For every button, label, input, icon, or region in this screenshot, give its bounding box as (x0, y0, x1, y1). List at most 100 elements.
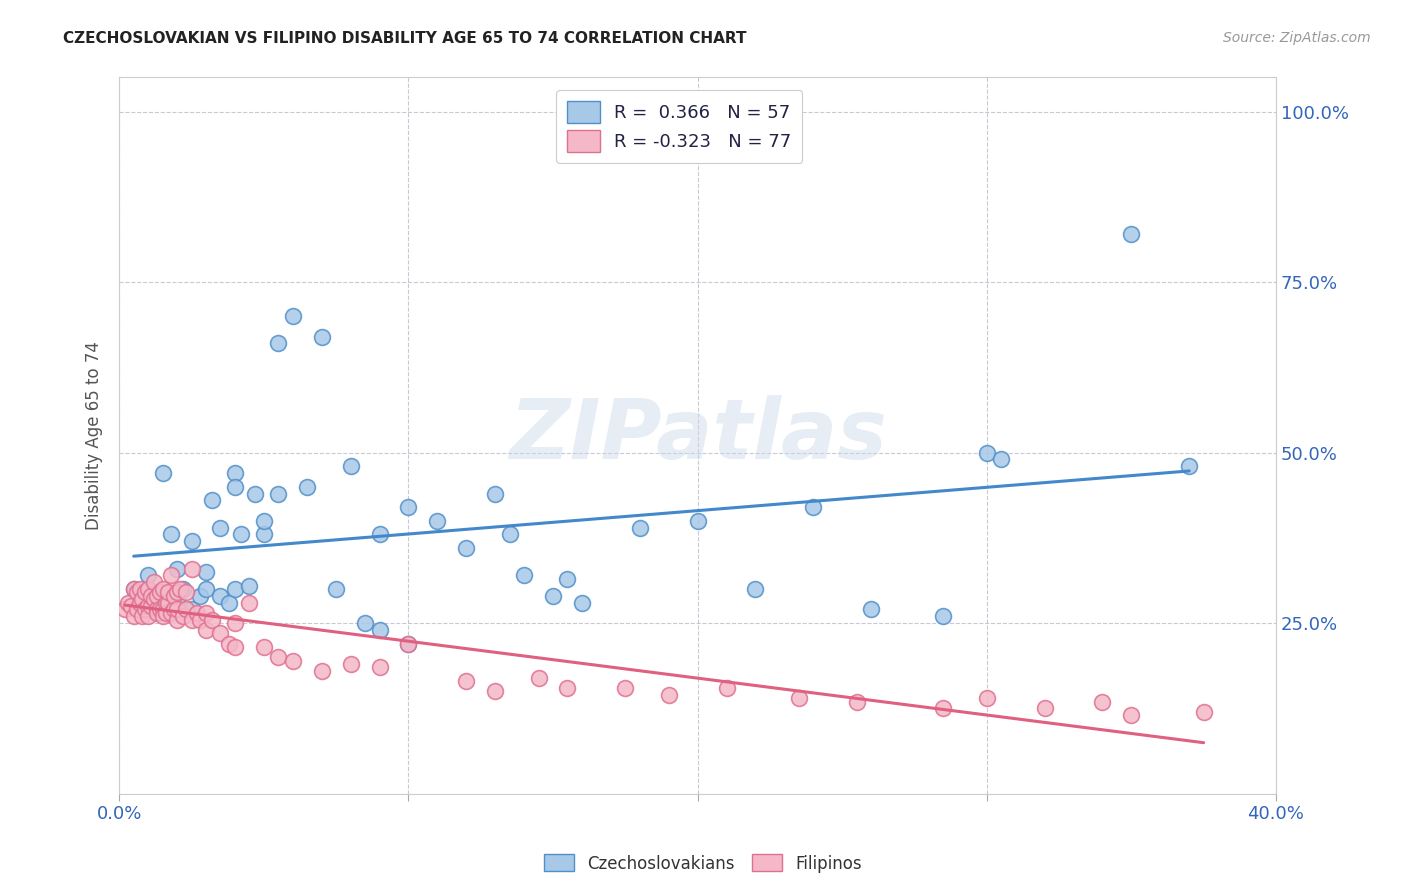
Point (557, 572, 579, 586)
Text: ZIPatlas: ZIPatlas (509, 395, 887, 476)
Point (398, 637, 420, 651)
Point (172, 582, 194, 596)
Point (152, 609, 174, 624)
Point (120, 599, 142, 613)
Point (136, 609, 159, 624)
Point (180, 613, 202, 627)
Point (163, 589, 186, 603)
Point (125, 585, 148, 599)
Point (122, 609, 145, 624)
Point (860, 602, 883, 616)
Point (224, 466, 246, 480)
Point (527, 671, 550, 685)
Point (143, 575, 166, 590)
Point (131, 592, 153, 607)
Point (188, 613, 211, 627)
Point (614, 681, 637, 695)
Point (426, 514, 449, 528)
Point (131, 596, 153, 610)
Point (136, 568, 159, 582)
Point (166, 592, 188, 607)
Point (1121, 227, 1143, 242)
Point (180, 561, 202, 575)
Point (209, 521, 232, 535)
Point (160, 527, 183, 541)
Point (218, 637, 240, 651)
Point (339, 657, 361, 671)
Point (368, 660, 391, 674)
Legend: R =  0.366   N = 57, R = -0.323   N = 77: R = 0.366 N = 57, R = -0.323 N = 77 (557, 90, 803, 163)
Point (149, 585, 172, 599)
Point (787, 691, 810, 706)
Point (253, 640, 276, 654)
Point (174, 585, 197, 599)
Point (368, 527, 391, 541)
Point (152, 602, 174, 616)
Point (143, 585, 166, 599)
Point (128, 596, 150, 610)
Point (195, 623, 218, 637)
Point (398, 637, 420, 651)
Point (1192, 705, 1215, 719)
Point (201, 613, 224, 627)
Point (180, 534, 202, 549)
Point (224, 582, 246, 596)
Point (174, 602, 197, 616)
Text: CZECHOSLOVAKIAN VS FILIPINO DISABILITY AGE 65 TO 74 CORRELATION CHART: CZECHOSLOVAKIAN VS FILIPINO DISABILITY A… (63, 31, 747, 46)
Point (152, 596, 174, 610)
Point (146, 602, 169, 616)
Point (744, 582, 766, 596)
Point (1121, 708, 1143, 723)
Point (209, 589, 232, 603)
Point (146, 589, 169, 603)
Point (513, 568, 536, 582)
Point (1033, 701, 1056, 715)
Point (229, 527, 252, 541)
Point (155, 606, 177, 620)
Point (114, 602, 136, 616)
Point (1091, 695, 1114, 709)
Point (160, 568, 183, 582)
Point (339, 459, 361, 474)
Point (845, 695, 868, 709)
Point (686, 514, 709, 528)
Point (976, 445, 998, 459)
Point (354, 616, 377, 631)
Point (166, 561, 188, 575)
Point (195, 565, 218, 579)
Point (297, 480, 319, 494)
Point (117, 596, 139, 610)
Point (976, 691, 998, 706)
Point (195, 582, 218, 596)
Point (716, 681, 738, 695)
Point (139, 599, 162, 613)
Point (658, 688, 681, 702)
Y-axis label: Disability Age 65 to 74: Disability Age 65 to 74 (86, 341, 103, 530)
Point (180, 602, 202, 616)
Point (325, 582, 347, 596)
Point (253, 527, 276, 541)
Point (157, 585, 180, 599)
Point (311, 664, 333, 678)
Point (128, 582, 150, 596)
Point (136, 582, 159, 596)
Point (136, 599, 159, 613)
Point (160, 606, 183, 620)
Point (571, 596, 593, 610)
Point (311, 329, 333, 343)
Text: Source: ZipAtlas.com: Source: ZipAtlas.com (1223, 31, 1371, 45)
Point (541, 589, 564, 603)
Point (152, 582, 174, 596)
Point (166, 585, 188, 599)
Point (224, 616, 246, 631)
Point (157, 596, 180, 610)
Point (169, 582, 191, 596)
Point (1178, 459, 1201, 474)
Point (224, 480, 246, 494)
Point (188, 589, 211, 603)
Point (557, 681, 579, 695)
Point (195, 606, 218, 620)
Point (267, 486, 290, 500)
Point (134, 585, 156, 599)
Point (281, 654, 304, 668)
